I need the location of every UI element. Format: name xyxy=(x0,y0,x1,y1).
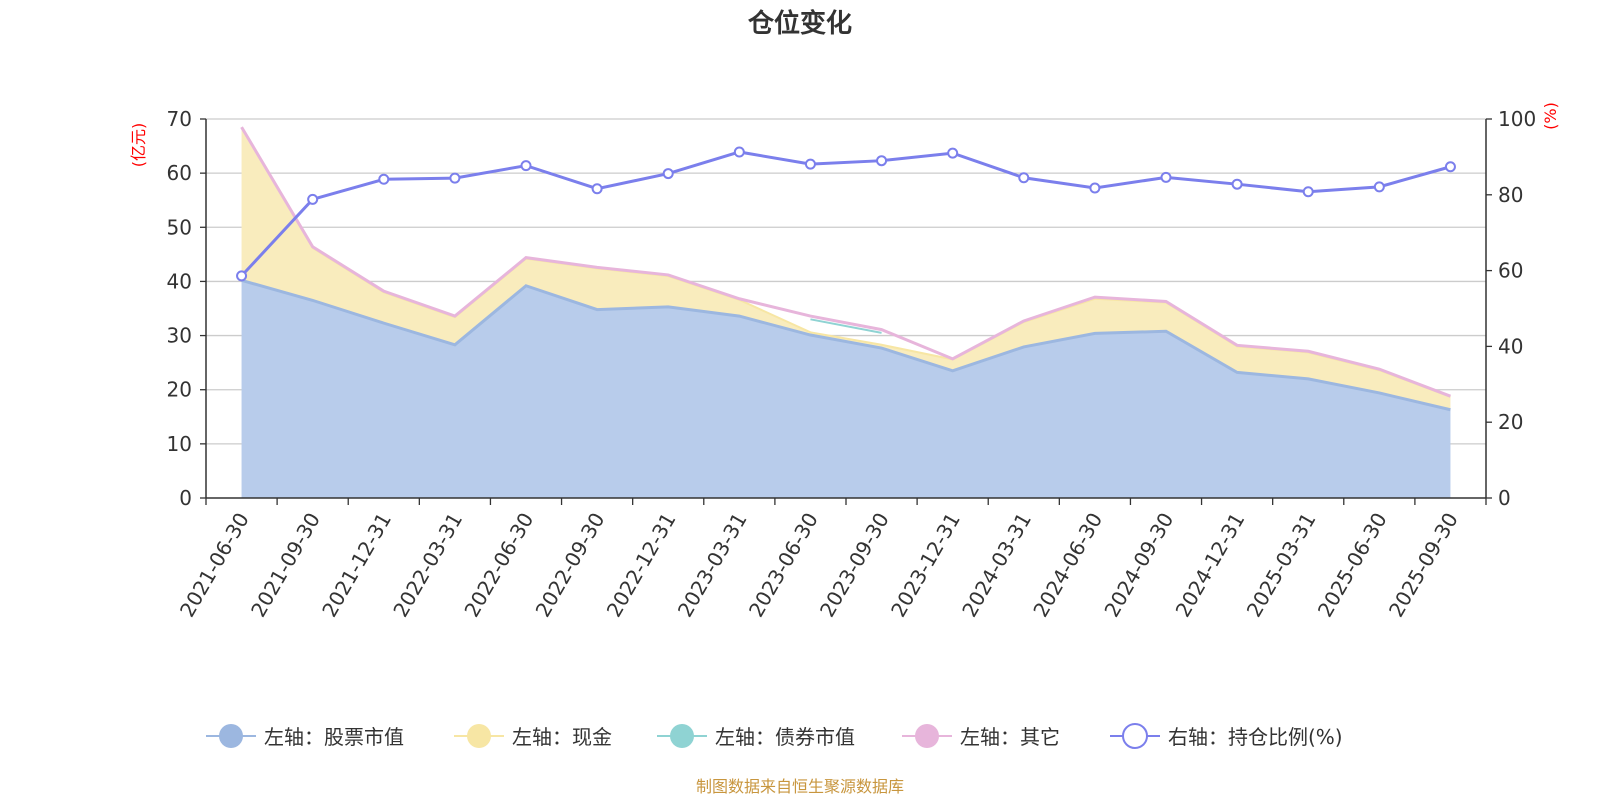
legend-label: 左轴：债券市值 xyxy=(715,725,855,749)
left-axis-tick-label: 20 xyxy=(167,378,192,402)
legend-marker xyxy=(670,724,694,748)
bond-value-line xyxy=(810,318,882,334)
legend-marker xyxy=(1122,723,1148,749)
legend: 左轴：股票市值 左轴：现金 左轴：债券市值 左轴：其它 右轴：持仓比例(%) xyxy=(206,723,1343,749)
right-axis-tick-label: 40 xyxy=(1498,334,1523,358)
x-axis-tick-label: 2022-09-30 xyxy=(531,509,610,622)
chart-title: 仓位变化 xyxy=(747,8,852,39)
other-line xyxy=(240,126,1451,398)
x-axis-tick-label: 2021-12-31 xyxy=(317,509,396,622)
position-ratio-point xyxy=(378,173,390,185)
legend-label: 右轴：持仓比例(%) xyxy=(1168,725,1343,749)
position-ratio-point xyxy=(947,147,959,159)
right-axis-tick-label: 80 xyxy=(1498,183,1523,207)
right-axis-tick-label: 20 xyxy=(1498,410,1523,434)
legend-marker xyxy=(915,724,939,748)
position-ratio-point xyxy=(449,172,461,184)
x-axis-tick-label: 2022-03-31 xyxy=(388,509,467,622)
position-ratio-point xyxy=(1373,181,1385,193)
legend-marker xyxy=(467,724,491,748)
position-ratio-point xyxy=(733,146,745,158)
plot-area xyxy=(236,126,1456,498)
right-axis-tick-label: 0 xyxy=(1498,486,1511,510)
x-axis-tick-label: 2022-06-30 xyxy=(459,509,538,622)
left-axis-tick-label: 30 xyxy=(167,324,192,348)
left-axis-tick-label: 10 xyxy=(167,432,192,456)
position-ratio-point xyxy=(1160,171,1172,183)
legend-label: 左轴：其它 xyxy=(960,725,1060,749)
position-ratio-point xyxy=(307,193,319,205)
cash-area xyxy=(241,127,1451,410)
position-ratio-point xyxy=(876,155,888,167)
x-axis-tick-label: 2025-06-30 xyxy=(1313,509,1392,622)
x-axis-tick-label: 2025-03-31 xyxy=(1242,509,1321,622)
x-axis-tick-label: 2023-06-30 xyxy=(744,509,823,622)
left-axis-tick-label: 70 xyxy=(167,107,192,131)
position-ratio-point xyxy=(1089,182,1101,194)
x-axis-tick-label: 2024-12-31 xyxy=(1171,509,1250,622)
position-ratio-point xyxy=(1018,172,1030,184)
position-ratio-point xyxy=(1231,178,1243,190)
stock-value-area xyxy=(241,280,1451,498)
position-ratio-line xyxy=(240,150,1451,277)
x-axis-tick-label: 2021-09-30 xyxy=(246,509,325,622)
position-ratio-point xyxy=(1302,186,1314,198)
left-axis-tick-label: 50 xyxy=(167,215,192,239)
left-axis-unit: (亿元) xyxy=(129,123,148,168)
right-axis-tick-label: 100 xyxy=(1498,107,1536,131)
x-axis-tick-label: 2024-06-30 xyxy=(1028,509,1107,622)
right-axis-tick-label: 60 xyxy=(1498,259,1523,283)
position-ratio-point xyxy=(1444,161,1456,173)
stock-value-line xyxy=(241,278,1451,412)
position-ratio-point xyxy=(236,270,248,282)
left-axis-tick-label: 40 xyxy=(167,269,192,293)
legend-marker xyxy=(219,724,243,748)
legend-label: 左轴：现金 xyxy=(512,725,612,749)
left-axis-tick-label: 0 xyxy=(179,486,192,510)
left-axis-tick-label: 60 xyxy=(167,161,192,185)
data-source-note: 制图数据来自恒生聚源数据库 xyxy=(696,777,904,796)
x-axis-tick-label: 2025-09-30 xyxy=(1384,509,1463,622)
x-axis-tick-label: 2023-09-30 xyxy=(815,509,894,622)
right-axis-unit: (%) xyxy=(1541,102,1560,130)
x-axis-tick-label: 2024-09-30 xyxy=(1099,509,1178,622)
position-ratio-point xyxy=(662,168,674,180)
position-ratio-point xyxy=(591,183,603,195)
x-axis-tick-label: 2023-12-31 xyxy=(886,509,965,622)
x-axis-tick-label: 2024-03-31 xyxy=(957,509,1036,622)
legend-label: 左轴：股票市值 xyxy=(264,725,404,749)
position-ratio-point xyxy=(804,158,816,170)
x-axis-tick-label: 2021-06-30 xyxy=(175,509,254,622)
position-ratio-point xyxy=(520,160,532,172)
x-axis-tick-label: 2022-12-31 xyxy=(602,509,681,622)
x-axis-tick-label: 2023-03-31 xyxy=(673,509,752,622)
